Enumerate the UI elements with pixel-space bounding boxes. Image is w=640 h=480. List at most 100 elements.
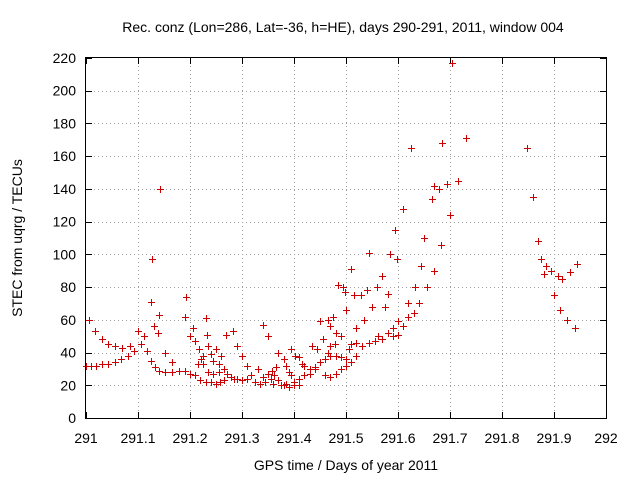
data-point bbox=[244, 363, 251, 370]
x-tick-label: 291 bbox=[74, 430, 98, 446]
data-point bbox=[156, 312, 163, 319]
data-point bbox=[543, 263, 550, 270]
data-point bbox=[567, 269, 574, 276]
data-point bbox=[234, 376, 241, 383]
data-point bbox=[296, 382, 303, 389]
data-point bbox=[187, 371, 194, 378]
data-point bbox=[105, 341, 112, 348]
data-point bbox=[333, 353, 340, 360]
data-point bbox=[574, 261, 581, 268]
data-point bbox=[204, 332, 211, 339]
data-point bbox=[205, 369, 212, 376]
data-point bbox=[221, 366, 228, 373]
data-point bbox=[275, 350, 282, 357]
data-point bbox=[400, 323, 407, 330]
data-point bbox=[281, 356, 288, 363]
data-point bbox=[196, 346, 203, 353]
data-point bbox=[559, 276, 566, 283]
data-point bbox=[372, 338, 379, 345]
data-point bbox=[358, 292, 365, 299]
data-point bbox=[309, 343, 316, 350]
data-point bbox=[210, 371, 217, 378]
data-point bbox=[405, 314, 412, 321]
data-point bbox=[431, 183, 438, 190]
data-point bbox=[340, 284, 347, 291]
data-point bbox=[275, 377, 282, 384]
data-point bbox=[255, 366, 262, 373]
y-tick-label: 0 bbox=[68, 410, 76, 426]
data-point bbox=[252, 379, 259, 386]
data-point bbox=[338, 354, 345, 361]
data-point bbox=[564, 317, 571, 324]
data-point bbox=[366, 340, 373, 347]
data-point bbox=[322, 356, 329, 363]
x-axis-label: GPS time / Days of year 2011 bbox=[254, 457, 438, 473]
data-point bbox=[105, 361, 112, 368]
data-point bbox=[131, 348, 138, 355]
data-point bbox=[361, 317, 368, 324]
data-point bbox=[223, 332, 230, 339]
data-point bbox=[148, 299, 155, 306]
data-point bbox=[431, 268, 438, 275]
data-point bbox=[325, 317, 332, 324]
data-point bbox=[392, 227, 399, 234]
data-point bbox=[353, 325, 360, 332]
data-point bbox=[333, 330, 340, 337]
data-point bbox=[387, 251, 394, 258]
data-point bbox=[157, 186, 164, 193]
x-tick-label: 291.1 bbox=[120, 430, 155, 446]
data-point bbox=[366, 250, 373, 257]
y-tick-label: 180 bbox=[53, 115, 77, 131]
data-point bbox=[327, 343, 334, 350]
data-point bbox=[151, 323, 158, 330]
y-axis-label: STEC from uqrg / TECUs bbox=[9, 159, 25, 317]
data-point bbox=[257, 381, 264, 388]
data-point bbox=[572, 325, 579, 332]
y-tick-label: 60 bbox=[60, 312, 76, 328]
data-point bbox=[436, 186, 443, 193]
x-tick-label: 291.3 bbox=[224, 430, 259, 446]
data-point bbox=[169, 359, 176, 366]
data-point bbox=[332, 341, 339, 348]
data-point bbox=[333, 371, 340, 378]
data-point bbox=[182, 368, 189, 375]
data-point bbox=[230, 328, 237, 335]
data-point bbox=[260, 374, 267, 381]
data-point bbox=[162, 350, 169, 357]
data-point bbox=[418, 263, 425, 270]
data-point bbox=[346, 346, 353, 353]
data-point bbox=[455, 178, 462, 185]
data-point bbox=[119, 345, 126, 352]
data-point bbox=[286, 384, 293, 391]
data-point bbox=[217, 379, 224, 386]
data-point bbox=[127, 343, 134, 350]
data-point bbox=[301, 363, 308, 370]
data-point bbox=[343, 307, 350, 314]
x-tick-label: 291.5 bbox=[328, 430, 363, 446]
data-point bbox=[343, 356, 350, 363]
y-tick-label: 200 bbox=[53, 83, 77, 99]
data-point bbox=[317, 318, 324, 325]
data-point bbox=[155, 330, 162, 337]
data-point bbox=[248, 372, 255, 379]
data-point bbox=[169, 369, 176, 376]
data-point bbox=[395, 332, 402, 339]
data-point bbox=[330, 314, 337, 321]
data-point bbox=[555, 273, 562, 280]
plot-frame bbox=[85, 57, 607, 419]
data-point bbox=[216, 369, 223, 376]
data-point bbox=[338, 333, 345, 340]
y-tick-label: 100 bbox=[53, 246, 77, 262]
data-point bbox=[439, 140, 446, 147]
data-point bbox=[421, 235, 428, 242]
data-point bbox=[335, 282, 342, 289]
data-point bbox=[538, 256, 545, 263]
x-tick-label: 291.8 bbox=[484, 430, 519, 446]
data-point bbox=[353, 340, 360, 347]
data-point bbox=[351, 292, 358, 299]
data-point bbox=[265, 333, 272, 340]
data-point bbox=[262, 379, 269, 386]
y-tick-label: 220 bbox=[53, 50, 77, 66]
data-point bbox=[283, 381, 290, 388]
